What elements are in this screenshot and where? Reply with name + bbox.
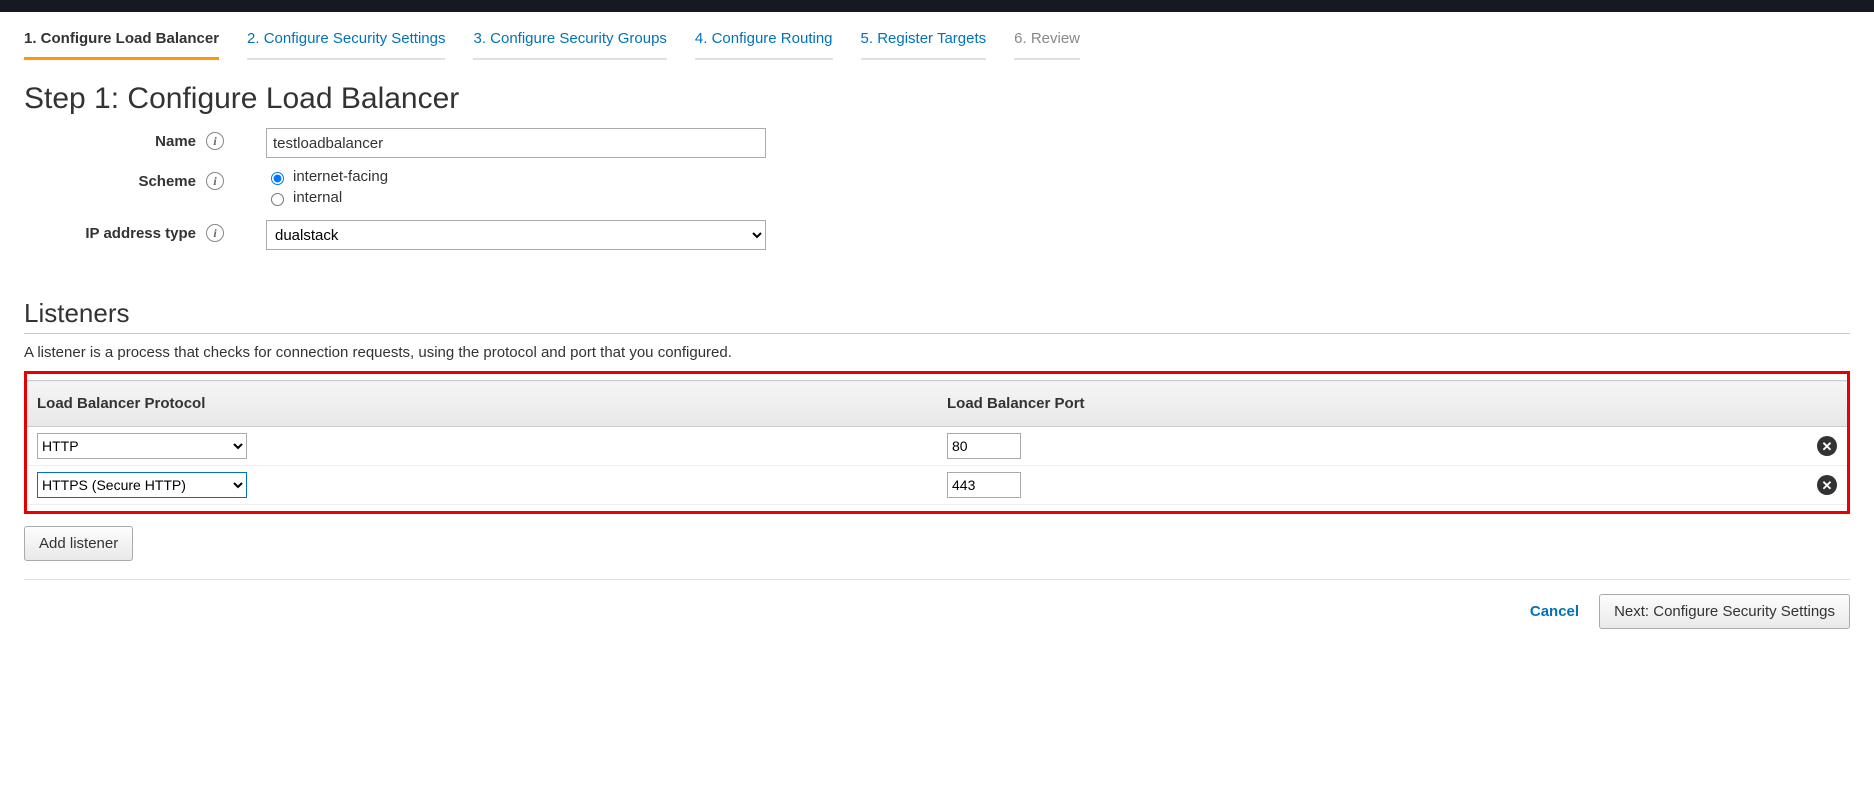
- step-title: Step 1: Configure Load Balancer: [24, 82, 1850, 116]
- wizard-step-5[interactable]: 5. Register Targets: [861, 30, 987, 60]
- listeners-table: Load Balancer Protocol Load Balancer Por…: [27, 380, 1847, 505]
- remove-listener-icon[interactable]: ✕: [1817, 475, 1837, 495]
- scheme-radio-internal[interactable]: internal: [266, 189, 388, 206]
- protocol-select[interactable]: HTTPS (Secure HTTP): [37, 472, 247, 498]
- wizard-step-1[interactable]: 1. Configure Load Balancer: [24, 30, 219, 60]
- name-input[interactable]: [266, 128, 766, 158]
- wizard-step-3[interactable]: 3. Configure Security Groups: [473, 30, 666, 60]
- footer-actions: Cancel Next: Configure Security Settings: [24, 594, 1850, 629]
- scheme-radio-input-internal[interactable]: [271, 193, 284, 206]
- port-input[interactable]: [947, 472, 1021, 498]
- scheme-radio-label: internal: [293, 189, 342, 206]
- wizard-step-2[interactable]: 2. Configure Security Settings: [247, 30, 445, 60]
- listeners-title: Listeners: [24, 298, 1850, 329]
- listeners-description: A listener is a process that checks for …: [24, 344, 1850, 361]
- top-bar: [0, 0, 1874, 12]
- wizard-steps: 1. Configure Load Balancer 2. Configure …: [24, 30, 1850, 60]
- ip-type-label: IP address type: [85, 225, 196, 242]
- info-icon[interactable]: i: [206, 224, 224, 242]
- cancel-link[interactable]: Cancel: [1530, 603, 1579, 620]
- next-button[interactable]: Next: Configure Security Settings: [1599, 594, 1850, 629]
- scheme-radio-input-internet-facing[interactable]: [271, 172, 284, 185]
- col-header-port: Load Balancer Port: [937, 381, 1792, 427]
- scheme-radio-internet-facing[interactable]: internet-facing: [266, 168, 388, 185]
- col-header-protocol: Load Balancer Protocol: [27, 381, 937, 427]
- port-input[interactable]: [947, 433, 1021, 459]
- footer-divider: [24, 579, 1850, 580]
- section-divider: [24, 333, 1850, 334]
- add-listener-button[interactable]: Add listener: [24, 526, 133, 561]
- ip-type-select[interactable]: dualstack: [266, 220, 766, 250]
- listener-row: HTTP ✕: [27, 427, 1847, 466]
- wizard-step-4[interactable]: 4. Configure Routing: [695, 30, 833, 60]
- col-header-remove: [1792, 381, 1847, 427]
- listener-row: HTTPS (Secure HTTP) ✕: [27, 466, 1847, 505]
- info-icon[interactable]: i: [206, 132, 224, 150]
- wizard-step-6: 6. Review: [1014, 30, 1080, 60]
- scheme-label: Scheme: [138, 173, 196, 190]
- info-icon[interactable]: i: [206, 172, 224, 190]
- listeners-highlight-box: Load Balancer Protocol Load Balancer Por…: [24, 371, 1850, 514]
- name-label: Name: [155, 133, 196, 150]
- remove-listener-icon[interactable]: ✕: [1817, 436, 1837, 456]
- protocol-select[interactable]: HTTP: [37, 433, 247, 459]
- scheme-radio-label: internet-facing: [293, 168, 388, 185]
